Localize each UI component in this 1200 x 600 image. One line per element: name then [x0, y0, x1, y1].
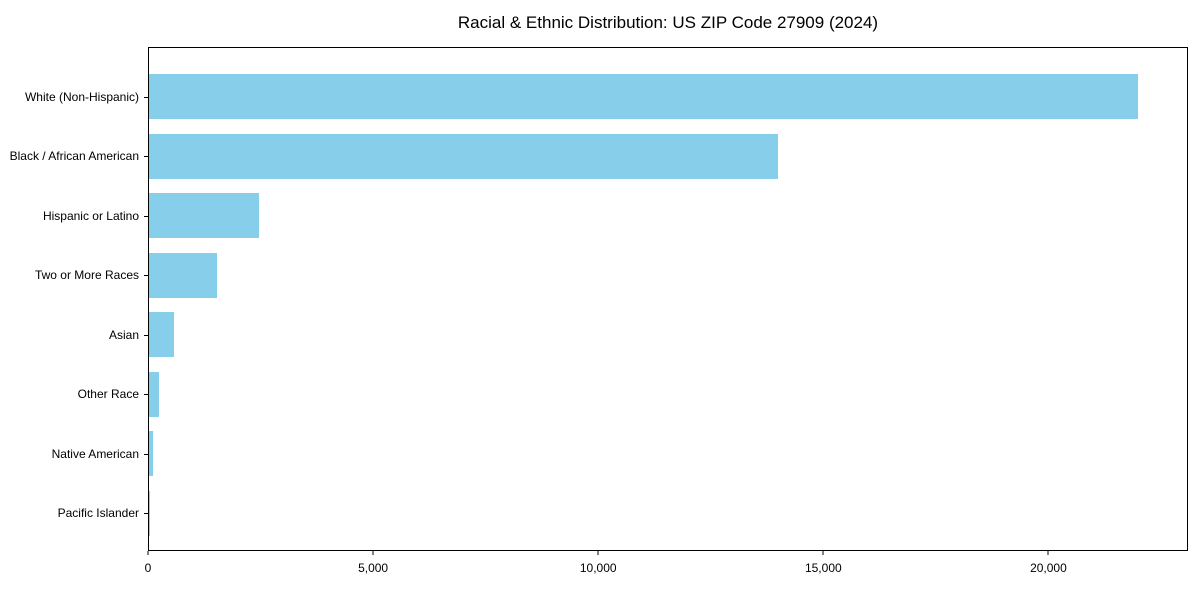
y-category-label: Other Race — [77, 387, 139, 402]
x-tick-label: 0 — [144, 561, 152, 575]
y-tick-mark — [144, 334, 148, 336]
x-tick-mark — [597, 551, 599, 555]
y-tick-mark — [144, 96, 148, 98]
bar-row: Hispanic or Latino — [43, 186, 1187, 246]
bar-row: Two or More Races — [35, 246, 1187, 306]
bar-row: Black / African American — [10, 127, 1187, 187]
y-category-label: Pacific Islander — [57, 506, 139, 521]
bar — [149, 312, 175, 358]
x-tick-mark — [822, 551, 824, 555]
plot-area: White (Non-Hispanic) Black / African Amer… — [10, 47, 1188, 551]
y-tick-mark — [144, 156, 148, 158]
bar — [149, 490, 150, 536]
y-category-label: White (Non-Hispanic) — [24, 89, 139, 104]
x-tick-mark — [372, 551, 374, 555]
bar — [149, 193, 260, 239]
x-tick-mark — [147, 551, 149, 555]
y-tick-mark — [144, 394, 148, 396]
bar-row: Native American — [52, 424, 1187, 484]
bar-rows: White (Non-Hispanic) Black / African Amer… — [10, 48, 1187, 550]
bar — [149, 431, 154, 477]
y-category-label: Black / African American — [9, 149, 139, 164]
bar-row: Pacific Islander — [58, 484, 1187, 544]
chart-title: Racial & Ethnic Distribution: US ZIP Cod… — [457, 13, 879, 32]
bar-row: Other Race — [78, 365, 1187, 425]
x-tick-mark — [1047, 551, 1049, 555]
y-category-label: Asian — [108, 327, 139, 342]
y-tick-mark — [144, 215, 148, 217]
x-tick-label: 10,000 — [579, 561, 617, 575]
bar-row: White (Non-Hispanic) — [25, 67, 1187, 127]
x-tick-label: 15,000 — [804, 561, 842, 575]
bar — [149, 133, 779, 179]
bar-row: Asian — [109, 305, 1187, 365]
bar — [149, 252, 218, 298]
bar — [149, 74, 1138, 120]
x-tick-label: 20,000 — [1030, 561, 1067, 575]
x-axis: 0 5,000 10,000 15,000 20,000 — [144, 551, 1188, 591]
y-category-label: Two or More Races — [34, 268, 139, 283]
bar — [149, 371, 160, 417]
y-category-label: Native American — [51, 446, 139, 461]
y-tick-mark — [144, 453, 148, 455]
x-tick-label: 5,000 — [358, 561, 389, 575]
y-tick-mark — [144, 275, 148, 277]
y-category-label: Hispanic or Latino — [42, 208, 139, 223]
y-tick-mark — [144, 513, 148, 515]
